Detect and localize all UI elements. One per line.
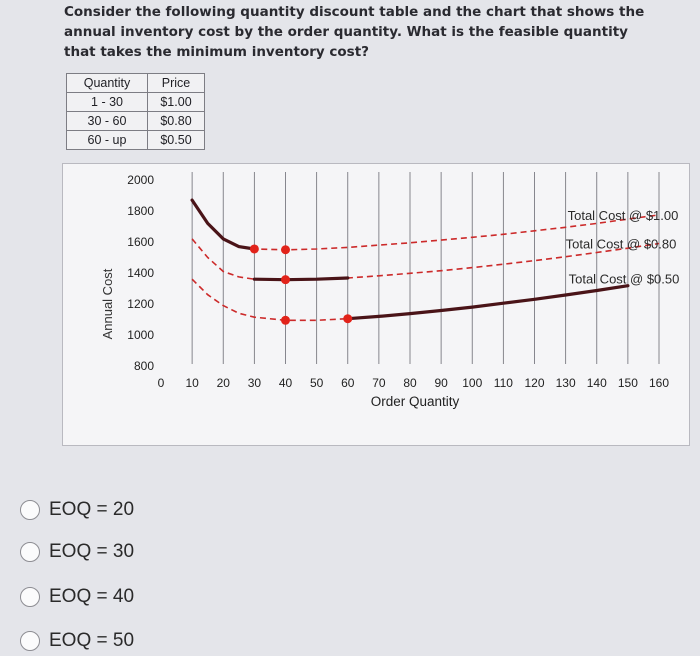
x-tick-label: 100 bbox=[462, 376, 482, 390]
x-tick-label: 140 bbox=[587, 376, 607, 390]
radio-button[interactable] bbox=[20, 631, 40, 651]
x-tick-label: 10 bbox=[185, 376, 199, 390]
x-tick-label: 70 bbox=[372, 376, 386, 390]
data-point-marker bbox=[281, 315, 290, 325]
y-tick-label: 1600 bbox=[127, 235, 154, 249]
x-tick-label: 50 bbox=[310, 376, 324, 390]
series-solid-line bbox=[190, 198, 256, 251]
series-dashed-line bbox=[191, 278, 629, 322]
y-tick-label: 800 bbox=[134, 359, 154, 373]
radio-button[interactable] bbox=[20, 500, 40, 520]
y-tick-label: 1800 bbox=[127, 204, 154, 218]
data-point-marker bbox=[343, 314, 353, 324]
answer-option[interactable]: EOQ = 50 bbox=[20, 626, 134, 656]
x-tick-label: 110 bbox=[494, 376, 513, 390]
table-cell-price: $1.00 bbox=[147, 92, 205, 112]
x-tick-label: 130 bbox=[556, 376, 576, 390]
table-header-row: Quantity Price bbox=[66, 73, 205, 93]
cost-chart: Annual Cost Order Quantity 0 10 20 30 40 50 60… bbox=[100, 172, 680, 409]
x-tick-label: 0 bbox=[158, 376, 165, 390]
radio-button[interactable] bbox=[20, 587, 40, 607]
series-dashed-line bbox=[191, 238, 660, 281]
table-cell-price: $0.80 bbox=[147, 111, 205, 131]
data-point-marker bbox=[281, 245, 290, 255]
radio-button[interactable] bbox=[20, 542, 40, 562]
table-row: 30 - 60 $0.80 bbox=[66, 111, 205, 131]
x-tick-label: 160 bbox=[649, 376, 669, 390]
series-solid-line bbox=[252, 276, 350, 282]
answer-option[interactable]: EOQ = 40 bbox=[20, 582, 134, 612]
table-header-quantity: Quantity bbox=[66, 73, 148, 93]
answer-option[interactable]: EOQ = 20 bbox=[20, 495, 134, 525]
table-cell-quantity: 1 - 30 bbox=[66, 92, 148, 112]
x-tick-label: 60 bbox=[341, 376, 355, 390]
y-tick-label: 1000 bbox=[127, 328, 154, 342]
table-row: 60 - up $0.50 bbox=[66, 130, 205, 150]
x-tick-label: 20 bbox=[217, 376, 231, 390]
series-label: Total Cost @ $0.50 bbox=[569, 272, 680, 287]
table-row: 1 - 30 $1.00 bbox=[66, 92, 205, 112]
y-tick-label: 2000 bbox=[127, 173, 154, 187]
series-label: Total Cost @ $0.80 bbox=[566, 237, 677, 252]
y-axis-label: Annual Cost bbox=[100, 268, 115, 339]
x-tick-label: 150 bbox=[618, 376, 638, 390]
x-axis-label: Order Quantity bbox=[371, 394, 460, 409]
question-text: Consider the following quantity discount… bbox=[64, 4, 645, 60]
data-point-marker bbox=[281, 275, 290, 285]
option-label: EOQ = 20 bbox=[49, 499, 135, 520]
option-label: EOQ = 50 bbox=[49, 630, 135, 651]
data-point-marker bbox=[249, 244, 259, 254]
option-label: EOQ = 40 bbox=[49, 586, 135, 607]
x-tick-label: 40 bbox=[279, 376, 293, 390]
table-cell-price: $0.50 bbox=[147, 130, 205, 150]
y-tick-label: 1400 bbox=[127, 266, 154, 280]
table-header-price: Price bbox=[147, 73, 205, 93]
y-tick-label: 1200 bbox=[127, 297, 154, 311]
x-tick-label: 90 bbox=[434, 376, 448, 390]
x-tick-label: 80 bbox=[403, 376, 417, 390]
series-solid-line bbox=[346, 284, 630, 321]
chart-panel: Annual Cost Order Quantity 0 10 20 30 40 50 60… bbox=[62, 163, 690, 446]
answer-option[interactable]: EOQ = 30 bbox=[20, 537, 134, 567]
table-cell-quantity: 30 - 60 bbox=[66, 111, 148, 131]
series-label: Total Cost @ $1.00 bbox=[568, 208, 679, 223]
x-tick-label: 120 bbox=[524, 376, 544, 390]
x-tick-label: 30 bbox=[248, 376, 262, 390]
table-cell-quantity: 60 - up bbox=[66, 130, 148, 150]
option-label: EOQ = 30 bbox=[49, 541, 135, 562]
quantity-discount-table: Quantity Price 1 - 30 $1.00 30 - 60 $0.8… bbox=[66, 73, 205, 150]
